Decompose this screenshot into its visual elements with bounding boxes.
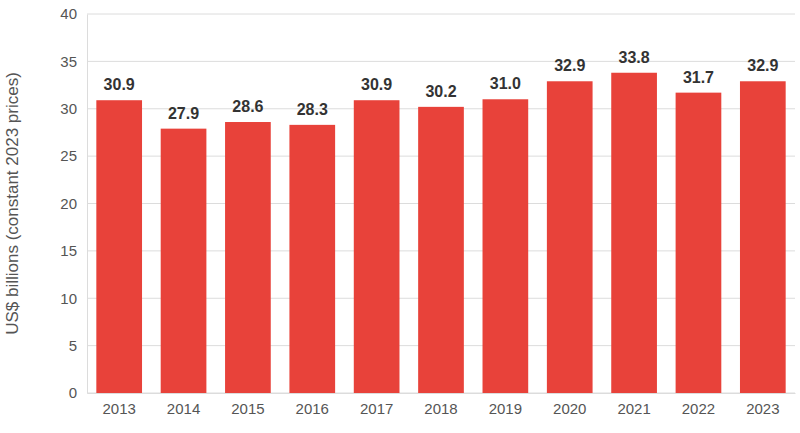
x-tick: 2020 — [553, 393, 586, 417]
grid-line — [87, 61, 795, 62]
x-tick: 2021 — [617, 393, 650, 417]
y-tick: 20 — [60, 195, 87, 212]
grid-line — [87, 14, 795, 15]
y-tick-label: 0 — [69, 384, 77, 401]
x-tick: 2013 — [102, 393, 135, 417]
data-label: 28.6 — [232, 98, 263, 115]
y-tick: 10 — [60, 290, 87, 307]
bar — [547, 81, 593, 393]
y-tick: 35 — [60, 53, 87, 70]
x-tick: 2018 — [424, 393, 457, 417]
y-tick-label: 30 — [60, 100, 77, 117]
x-tick-label: 2014 — [167, 400, 200, 417]
bars — [96, 73, 785, 393]
data-label: 30.9 — [361, 76, 392, 93]
bar — [740, 81, 786, 393]
data-label: 27.9 — [168, 105, 199, 122]
bar — [96, 100, 142, 393]
y-tick: 30 — [60, 100, 87, 117]
data-label: 32.9 — [554, 57, 585, 74]
chart: 0 5 10 15 20 25 30 35 40 2013 2014 2015 2016 2017 2018… — [0, 0, 800, 433]
x-tick: 2023 — [746, 393, 779, 417]
x-tick-label: 2015 — [231, 400, 264, 417]
bar — [225, 122, 271, 393]
x-tick-label: 2020 — [553, 400, 586, 417]
grid — [87, 14, 795, 393]
data-label: 31.7 — [683, 69, 714, 86]
data-labels: 30.9 27.9 28.6 28.3 30.9 30.2 31.0 32.9 33.8 31.7… — [104, 49, 779, 122]
x-tick: 2014 — [167, 393, 200, 417]
data-label: 32.9 — [747, 57, 778, 74]
y-tick: 15 — [60, 242, 87, 259]
bar — [611, 73, 657, 393]
x-tick: 2022 — [682, 393, 715, 417]
x-tick-label: 2018 — [424, 400, 457, 417]
y-tick: 0 — [69, 384, 87, 401]
y-tick-label: 25 — [60, 147, 77, 164]
y-tick-label: 20 — [60, 195, 77, 212]
data-label: 30.2 — [425, 83, 456, 100]
x-tick: 2017 — [360, 393, 393, 417]
x-tick: 2016 — [296, 393, 329, 417]
bar — [483, 99, 529, 393]
bar — [676, 93, 722, 393]
data-label: 33.8 — [619, 49, 650, 66]
x-tick-label: 2023 — [746, 400, 779, 417]
y-axis-line — [87, 15, 88, 394]
y-tick-label: 35 — [60, 53, 77, 70]
bar — [418, 107, 464, 393]
x-axis-line — [88, 393, 796, 394]
x-tick-label: 2016 — [296, 400, 329, 417]
bar — [289, 125, 335, 393]
x-tick: 2019 — [489, 393, 522, 417]
y-tick: 40 — [60, 5, 87, 22]
x-tick-label: 2017 — [360, 400, 393, 417]
x-tick: 2015 — [231, 393, 264, 417]
y-tick: 25 — [60, 147, 87, 164]
y-tick: 5 — [69, 337, 87, 354]
y-tick-label: 40 — [60, 5, 77, 22]
data-label: 30.9 — [104, 76, 135, 93]
bar — [161, 129, 207, 393]
data-label: 28.3 — [297, 101, 328, 118]
x-axis: 2013 2014 2015 2016 2017 2018 2019 2020 2021 2022… — [88, 393, 796, 417]
y-tick-label: 5 — [69, 337, 77, 354]
y-axis: 0 5 10 15 20 25 30 35 40 — [60, 5, 87, 401]
x-tick-label: 2013 — [102, 400, 135, 417]
data-label: 31.0 — [490, 75, 521, 92]
x-tick-label: 2022 — [682, 400, 715, 417]
x-tick-label: 2019 — [489, 400, 522, 417]
y-axis-title: US$ billions (constant 2023 prices) — [3, 72, 22, 335]
y-tick-label: 10 — [60, 290, 77, 307]
y-tick-label: 15 — [60, 242, 77, 259]
bar — [354, 100, 400, 393]
x-tick-label: 2021 — [617, 400, 650, 417]
